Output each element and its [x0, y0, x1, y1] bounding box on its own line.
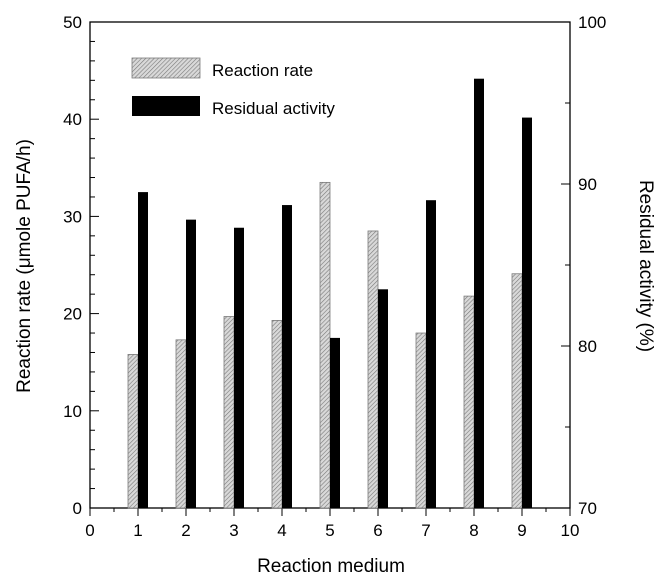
x-axis-title: Reaction medium [257, 556, 405, 577]
bar-residual-activity [330, 337, 340, 508]
bar-residual-activity [426, 200, 436, 508]
y-tick-label: 0 [73, 499, 82, 518]
y2-tick-label: 90 [578, 175, 597, 194]
bar-residual-activity [234, 227, 244, 509]
x-tick-label: 10 [561, 521, 580, 540]
bar-reaction-rate [511, 273, 523, 509]
bars [127, 78, 532, 509]
x-tick-label: 0 [85, 521, 94, 540]
y-axis-left: 0 10 20 30 40 50 [63, 13, 99, 518]
y-tick-label: 40 [63, 110, 82, 129]
legend-label-residual-activity: Residual activity [212, 99, 335, 118]
bar-residual-activity [378, 289, 388, 508]
bar-reaction-rate [463, 295, 475, 509]
x-tick-label: 2 [181, 521, 190, 540]
x-tick-label: 8 [469, 521, 478, 540]
x-tick-label: 1 [133, 521, 142, 540]
y-tick-label: 10 [63, 402, 82, 421]
bar-reaction-rate [271, 320, 283, 509]
y-axis-title-right: Residual activity (%) [635, 180, 656, 352]
legend: Reaction rate Residual activity [131, 57, 335, 118]
bar-reaction-rate [127, 354, 139, 509]
y2-tick-label: 100 [578, 13, 606, 32]
legend-swatch-residual-activity [132, 96, 200, 116]
y-axis-right: 70 80 90 100 [561, 13, 606, 518]
bar-residual-activity [474, 78, 484, 508]
bar-reaction-rate [367, 230, 379, 509]
y2-tick-label: 80 [578, 337, 597, 356]
bar-reaction-rate [175, 339, 187, 509]
legend-label-reaction-rate: Reaction rate [212, 61, 313, 80]
x-tick-label: 6 [373, 521, 382, 540]
x-tick-label: 9 [517, 521, 526, 540]
x-tick-label: 3 [229, 521, 238, 540]
x-tick-label: 4 [277, 521, 286, 540]
y2-tick-label: 70 [578, 499, 597, 518]
bar-reaction-rate [415, 332, 427, 509]
y-axis-title-left: Reaction rate (μmole PUFA/h) [14, 139, 35, 393]
y-tick-label: 50 [63, 13, 82, 32]
bar-residual-activity [522, 117, 532, 508]
x-axis: 0 1 2 3 4 5 6 7 8 9 10 [85, 508, 579, 540]
y-tick-label: 30 [63, 207, 82, 226]
bar-reaction-rate [223, 316, 235, 509]
bar-residual-activity [186, 219, 196, 508]
legend-swatch-reaction-rate [131, 57, 201, 79]
y-tick-label: 20 [63, 305, 82, 324]
x-tick-label: 7 [421, 521, 430, 540]
bar-reaction-rate [319, 181, 331, 509]
bar-residual-activity [282, 205, 292, 508]
bar-residual-activity [138, 192, 148, 508]
x-tick-label: 5 [325, 521, 334, 540]
